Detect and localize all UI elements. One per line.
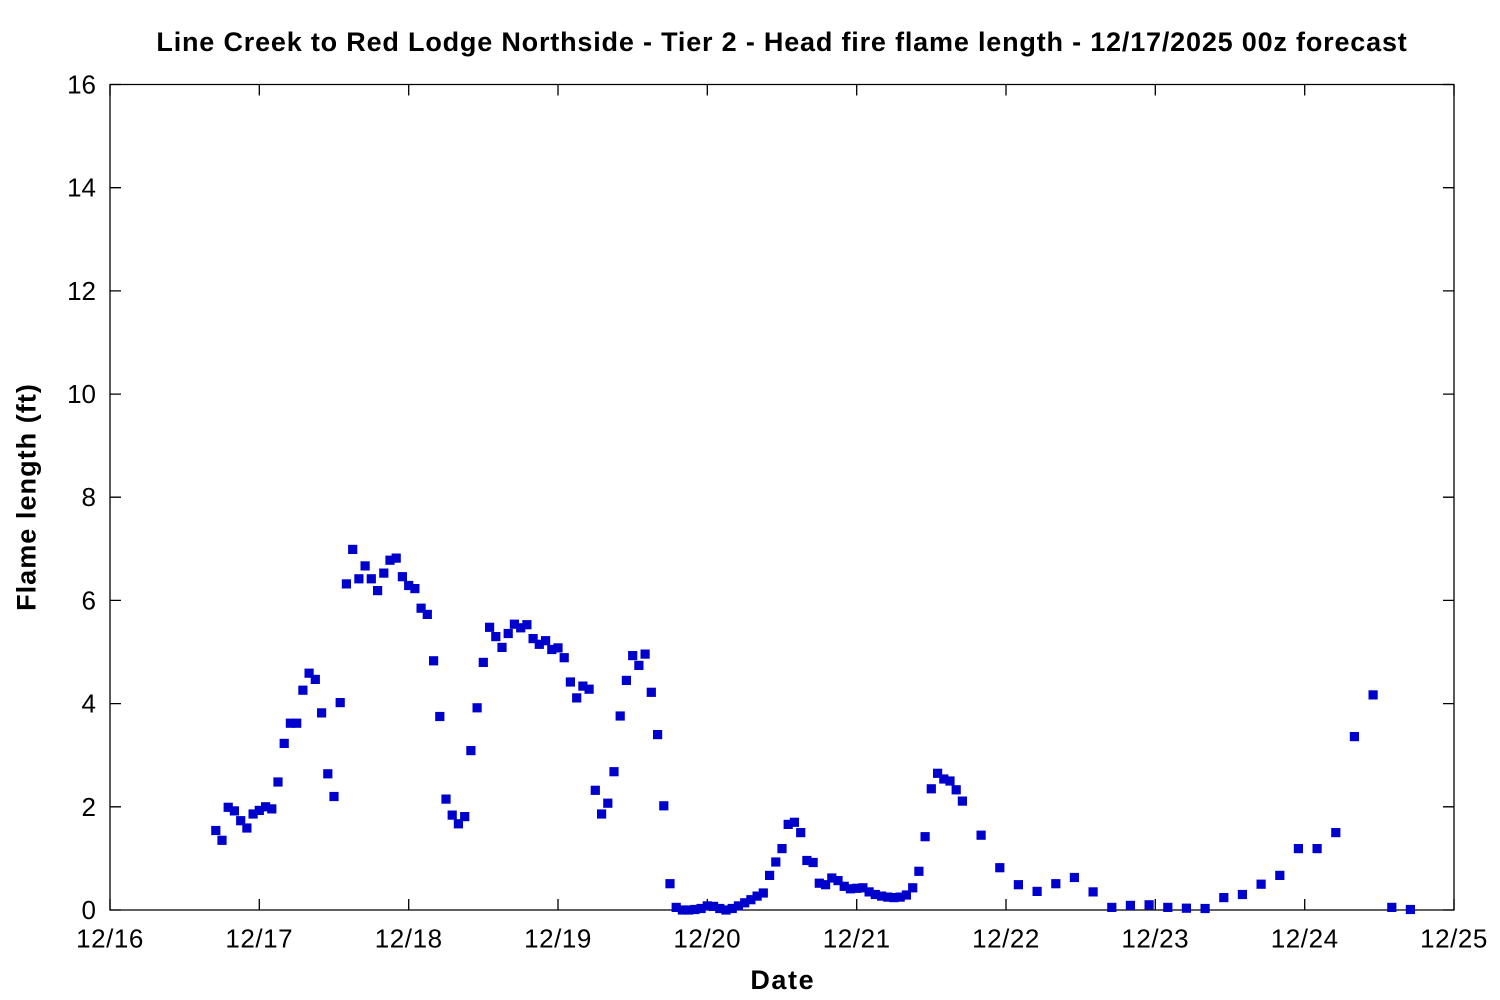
svg-text:10: 10 [67, 379, 96, 409]
svg-text:Line Creek to Red Lodge Norths: Line Creek to Red Lodge Northside - Tier… [156, 27, 1407, 57]
svg-text:Date: Date [750, 965, 815, 995]
svg-text:16: 16 [67, 70, 96, 100]
svg-text:12/18: 12/18 [375, 924, 443, 954]
svg-text:12/25: 12/25 [1420, 924, 1488, 954]
svg-text:12/23: 12/23 [1121, 924, 1189, 954]
svg-text:2: 2 [82, 792, 96, 822]
svg-text:12/24: 12/24 [1271, 924, 1339, 954]
svg-text:Flame length (ft): Flame length (ft) [12, 383, 42, 611]
svg-text:12/17: 12/17 [225, 924, 293, 954]
svg-text:12/16: 12/16 [76, 924, 144, 954]
svg-text:12/21: 12/21 [823, 924, 891, 954]
svg-text:12/22: 12/22 [972, 924, 1040, 954]
svg-text:12/20: 12/20 [673, 924, 741, 954]
svg-text:4: 4 [82, 689, 96, 719]
svg-text:14: 14 [67, 173, 96, 203]
svg-text:6: 6 [82, 585, 96, 615]
svg-text:0: 0 [82, 895, 96, 925]
svg-text:8: 8 [82, 482, 96, 512]
svg-text:12: 12 [67, 276, 96, 306]
svg-text:12/19: 12/19 [524, 924, 592, 954]
